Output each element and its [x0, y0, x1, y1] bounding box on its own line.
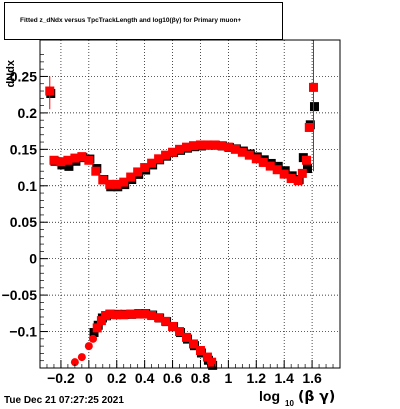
axes: −0.2 0 0.2 0.4 0.6 0.8 1 1.2 1.4 1.6 −0.1 −0.05 0 0.0… — [2, 39, 341, 386]
data-point — [161, 316, 171, 326]
data-point — [286, 173, 296, 183]
y-tick-label: 0.2 — [18, 105, 38, 121]
data-point — [119, 310, 129, 320]
x-tick-label: 0.2 — [107, 370, 127, 386]
data-point — [91, 166, 101, 176]
x-tick-label: 0.8 — [191, 370, 211, 386]
data-point — [119, 177, 129, 187]
data-point — [70, 153, 80, 163]
data-point — [202, 140, 212, 150]
data-points — [45, 40, 319, 370]
y-tick-label: 0 — [29, 251, 37, 267]
data-point — [168, 321, 178, 331]
data-point — [64, 161, 74, 171]
data-point — [195, 346, 205, 356]
data-point — [188, 339, 198, 349]
x-tick-label: 0.6 — [163, 370, 183, 386]
chart-title: Fitted z_dNdx versus TpcTrackLength and … — [20, 17, 242, 24]
data-point — [251, 154, 261, 164]
y-tick-label: 0.1 — [18, 178, 38, 194]
svg-text:(β γ): (β γ) — [298, 389, 335, 405]
data-point — [63, 155, 73, 165]
data-point — [272, 165, 282, 175]
data-point — [147, 311, 157, 321]
data-point — [304, 122, 314, 132]
x-tick-label: 1.4 — [274, 370, 294, 386]
data-point — [140, 163, 150, 173]
data-point — [133, 309, 143, 319]
x-tick-label: 1.2 — [247, 370, 267, 386]
data-point — [89, 328, 99, 338]
data-point — [56, 157, 66, 167]
data-point — [207, 357, 217, 367]
data-point — [303, 164, 313, 174]
data-point — [133, 167, 143, 177]
data-point — [84, 155, 94, 165]
data-point — [168, 147, 178, 157]
data-point — [216, 141, 226, 151]
data-point — [309, 102, 319, 112]
data-point — [89, 334, 98, 343]
data-point — [126, 309, 136, 319]
data-point — [175, 144, 185, 154]
data-point — [147, 158, 157, 168]
y-tick-label: −0.1 — [9, 324, 37, 340]
data-point — [161, 150, 171, 160]
data-point — [258, 157, 268, 167]
x-axis-label: log 10 (β γ) — [259, 388, 335, 408]
data-point — [105, 309, 115, 319]
data-point — [49, 155, 59, 165]
data-point — [96, 316, 106, 326]
data-point — [237, 147, 247, 157]
data-point — [182, 332, 192, 342]
x-tick-label: 1 — [224, 370, 232, 386]
y-tick-label: 0.25 — [10, 68, 37, 84]
x-tick-label: −0.2 — [47, 370, 75, 386]
y-tick-label: 0.15 — [10, 141, 37, 157]
timestamp: Tue Dec 21 07:27:25 2021 — [4, 395, 124, 406]
x-tick-label: 1.6 — [302, 370, 322, 386]
y-tick-label: −0.05 — [2, 287, 38, 303]
data-point — [244, 150, 254, 160]
y-tick-label: 0.05 — [10, 214, 37, 230]
chart-title-box: Fitted z_dNdx versus TpcTrackLength and … — [4, 2, 283, 40]
data-point — [297, 168, 307, 178]
data-point — [175, 327, 185, 337]
data-point — [230, 144, 240, 154]
x-tick-label: 0 — [85, 370, 93, 386]
data-point — [279, 169, 289, 179]
grid-lines — [40, 40, 340, 368]
data-point — [98, 175, 108, 185]
data-point — [195, 140, 205, 150]
data-point — [92, 323, 102, 333]
data-point — [77, 152, 87, 162]
svg-text:log: log — [259, 388, 280, 404]
data-point — [182, 142, 192, 152]
data-point — [70, 358, 79, 367]
plot-frame — [39, 39, 341, 369]
data-point — [84, 342, 93, 351]
svg-text:10: 10 — [285, 399, 294, 408]
data-point — [293, 176, 303, 186]
data-point — [209, 140, 219, 150]
data-point — [112, 179, 122, 189]
data-point — [126, 172, 136, 182]
data-point — [77, 353, 86, 362]
y-axis-label: dNdx — [5, 59, 17, 87]
data-point — [154, 313, 164, 323]
data-point — [265, 161, 275, 171]
data-point — [154, 154, 164, 164]
x-tick-label: 0.4 — [135, 370, 155, 386]
data-point — [105, 179, 115, 189]
data-point — [223, 142, 233, 152]
data-point — [202, 352, 212, 362]
data-point — [302, 155, 312, 165]
data-point — [140, 309, 150, 319]
data-point — [188, 141, 198, 151]
data-point — [112, 310, 122, 320]
